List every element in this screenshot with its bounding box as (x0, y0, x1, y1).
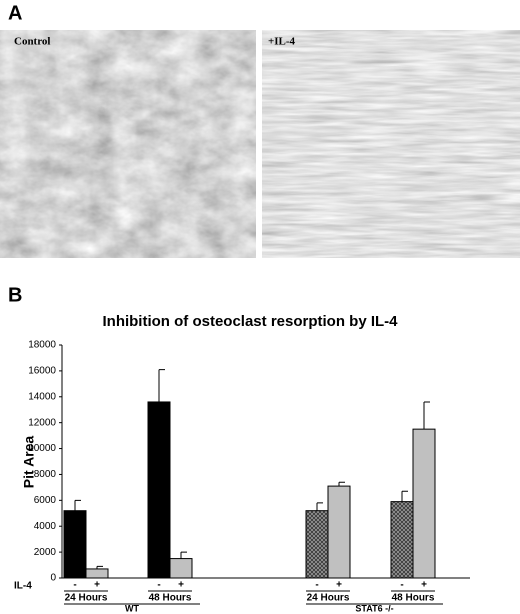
subgroup-label: 24 Hours (307, 593, 350, 604)
error-bar (316, 502, 323, 511)
bar (147, 401, 171, 579)
micrograph (0, 30, 256, 258)
group-label: WT (125, 603, 139, 613)
treatment-tick-label: + (178, 580, 184, 591)
bar (412, 428, 436, 579)
error-bar (401, 490, 408, 502)
treatment-tick-label: + (94, 580, 100, 591)
panel-label: A (8, 2, 22, 24)
y-axis-label: Pit Area (21, 436, 37, 489)
treatment-tick-label: - (73, 580, 76, 591)
bar (327, 485, 351, 579)
treatment-tick-label: + (421, 580, 427, 591)
y-tick-label: 0 (50, 573, 56, 584)
y-tick-label: 12000 (28, 417, 56, 428)
subgroup-label: 48 Hours (149, 593, 192, 604)
bar (63, 510, 87, 579)
error-bar (423, 401, 430, 430)
bar (169, 558, 193, 579)
treatment-tick-label: + (336, 580, 342, 591)
y-tick-label: 8000 (34, 469, 57, 480)
bar (305, 510, 329, 579)
error-bar (180, 551, 187, 559)
treatment-tick-label: - (400, 580, 403, 591)
y-tick-label: 16000 (28, 366, 56, 377)
micrograph (262, 30, 520, 258)
bar (85, 568, 109, 579)
error-bar (96, 565, 103, 569)
image-label: +IL-4 (268, 36, 296, 48)
error-bar (158, 369, 165, 402)
subgroup-label: 48 Hours (392, 593, 435, 604)
image-label: Control (14, 36, 50, 48)
y-tick-label: 4000 (34, 521, 57, 532)
panel-label: B (8, 284, 22, 306)
error-bar (74, 499, 81, 511)
y-tick-label: 18000 (28, 340, 56, 351)
y-tick-label: 14000 (28, 391, 56, 402)
chart-title: Inhibition of osteoclast resorption by I… (102, 313, 398, 330)
y-tick-label: 6000 (34, 495, 57, 506)
y-tick-label: 10000 (28, 443, 56, 454)
y-tick-label: 2000 (34, 547, 57, 558)
bar (390, 501, 414, 579)
group-label: STAT6 -/- (355, 603, 393, 613)
treatment-tick-label: - (315, 580, 318, 591)
subgroup-label: 24 Hours (65, 593, 108, 604)
treatment-label: IL-4 (14, 581, 32, 592)
treatment-tick-label: - (157, 580, 160, 591)
error-bar (338, 481, 345, 487)
